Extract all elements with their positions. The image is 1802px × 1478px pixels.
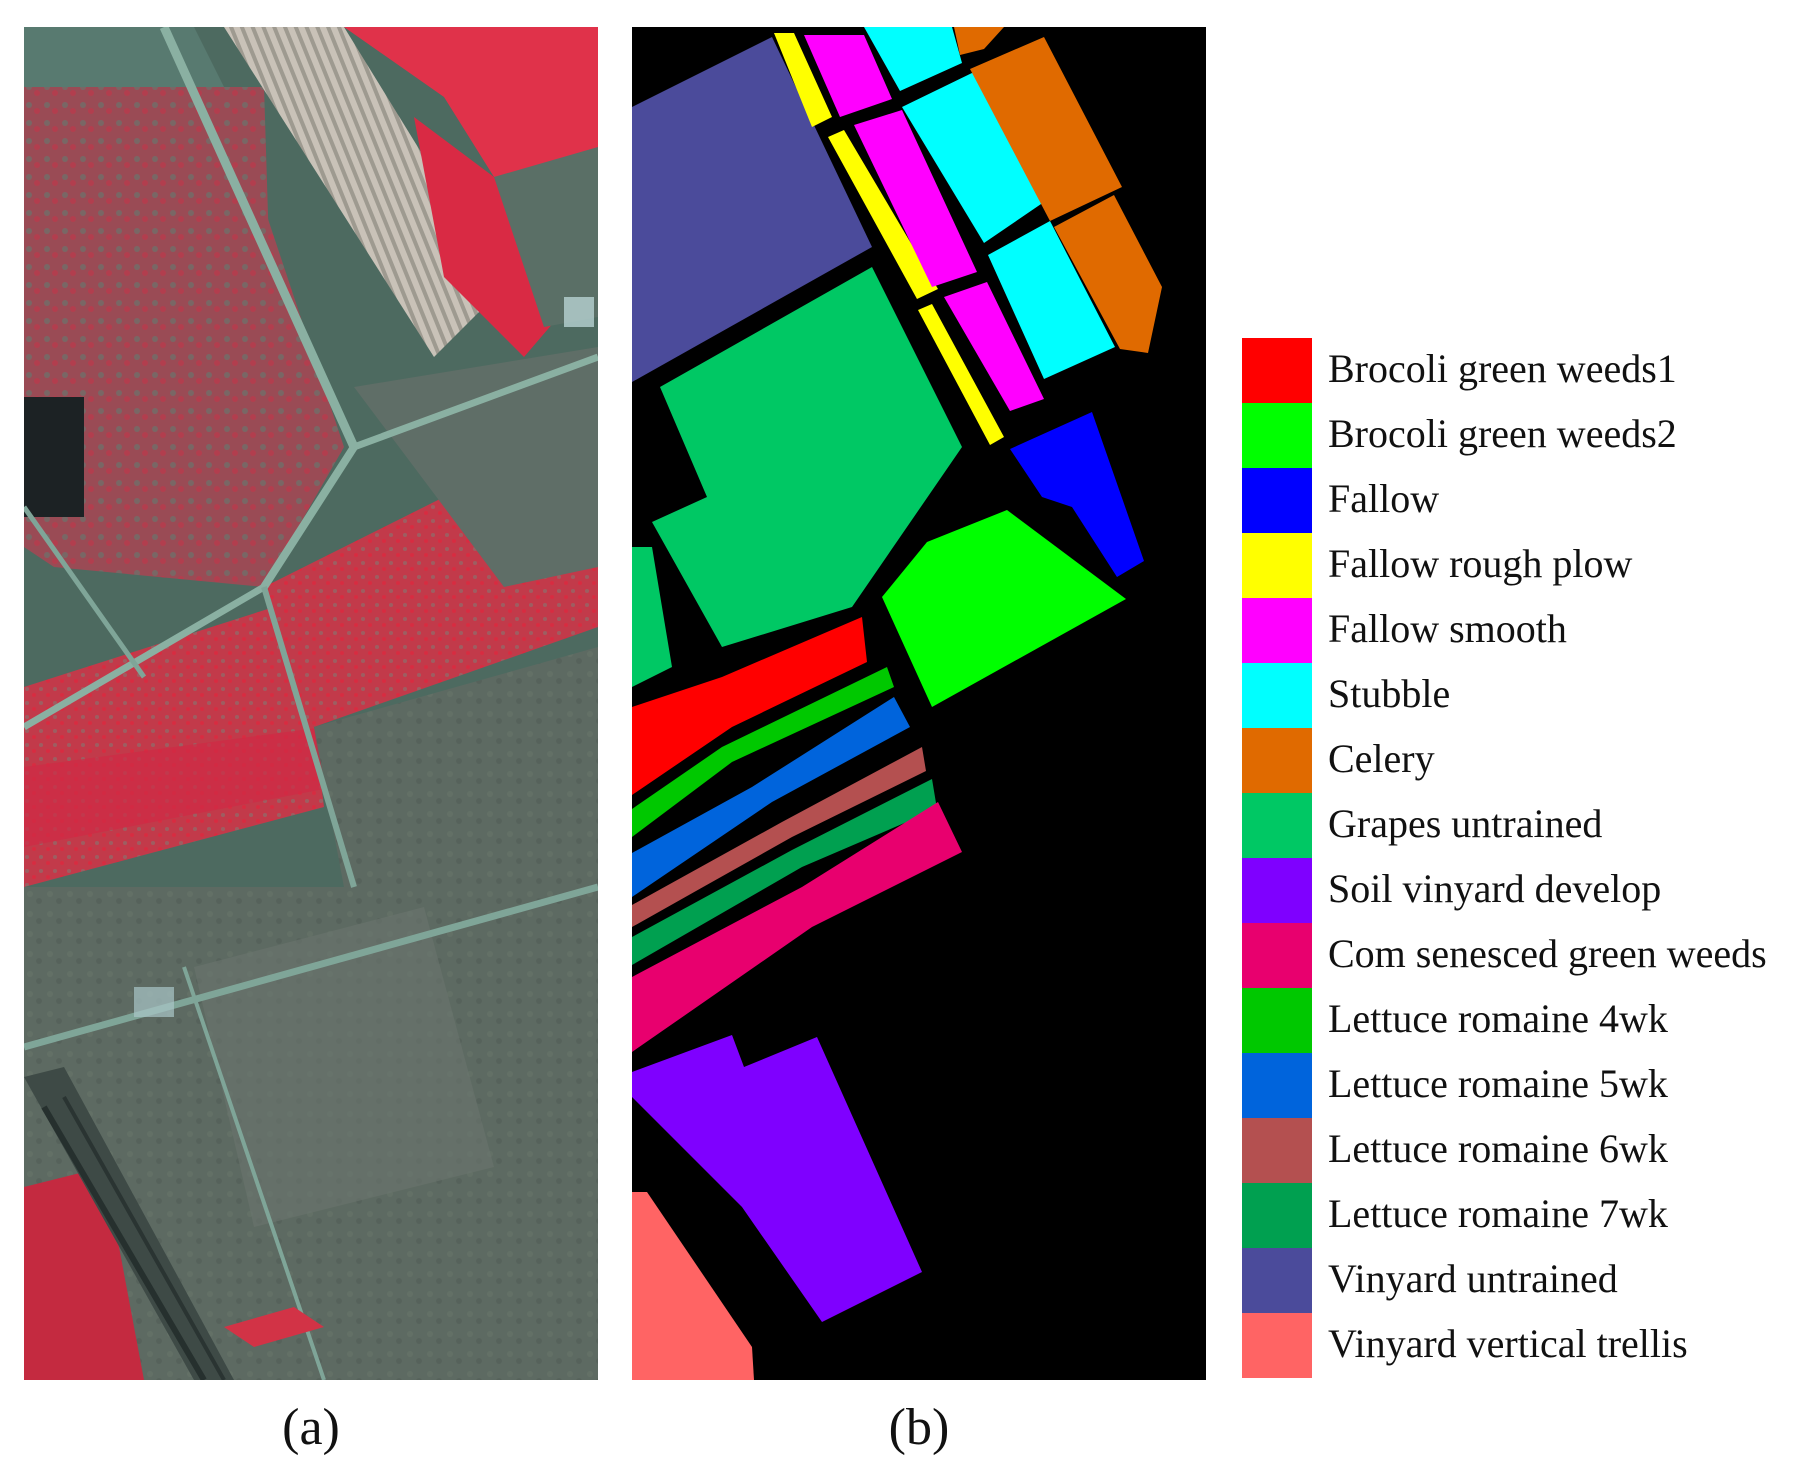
- legend-item: Vinyard untrained: [1242, 1248, 1802, 1313]
- legend-item: Grapes untrained: [1242, 793, 1802, 858]
- legend-item: Stubble: [1242, 663, 1802, 728]
- legend-swatch: [1242, 793, 1312, 858]
- region-com-senesced-green-weeds: [632, 802, 962, 1052]
- region-stubble-2: [902, 72, 1044, 243]
- legend-swatch: [1242, 1248, 1312, 1313]
- legend-item: Fallow: [1242, 468, 1802, 533]
- legend-item: Brocoli green weeds1: [1242, 338, 1802, 403]
- legend-label: Grapes untrained: [1328, 801, 1603, 846]
- legend-label: Fallow smooth: [1328, 606, 1567, 651]
- region-fallow-smooth-2: [854, 110, 977, 287]
- region-fallow: [1010, 412, 1144, 577]
- ground-truth-map: [632, 27, 1206, 1380]
- legend-swatch: [1242, 923, 1312, 988]
- legend-label: Brocoli green weeds1: [1328, 346, 1677, 391]
- legend-label: Soil vinyard develop: [1328, 866, 1662, 911]
- region-stubble-3: [988, 221, 1115, 379]
- ground-truth-map-drawing: [632, 27, 1206, 1380]
- region-lettuce-romaine-6wk: [632, 747, 926, 927]
- region-fallow-rough-plow-2: [828, 130, 938, 299]
- region-celery-2: [970, 37, 1122, 221]
- legend-item: Lettuce romaine 4wk: [1242, 988, 1802, 1053]
- legend-label: Lettuce romaine 6wk: [1328, 1126, 1668, 1171]
- legend-label: Fallow rough plow: [1328, 541, 1633, 586]
- legend-item: Lettuce romaine 6wk: [1242, 1118, 1802, 1183]
- aerial-image-drawing: [24, 27, 598, 1380]
- legend-label: Celery: [1328, 736, 1435, 781]
- legend-item: Lettuce romaine 7wk: [1242, 1183, 1802, 1248]
- region-celery-3: [1054, 195, 1162, 353]
- region-lettuce-romaine-5wk: [632, 697, 910, 897]
- legend-swatch: [1242, 598, 1312, 663]
- legend-label: Fallow: [1328, 476, 1440, 521]
- legend-item: Celery: [1242, 728, 1802, 793]
- aerial-image: [24, 27, 598, 1380]
- legend-item: Lettuce romaine 5wk: [1242, 1053, 1802, 1118]
- legend-label: Brocoli green weeds2: [1328, 411, 1677, 456]
- legend-item: Brocoli green weeds2: [1242, 403, 1802, 468]
- region-grapes-untrained: [652, 267, 962, 647]
- legend-item: Soil vinyard develop: [1242, 858, 1802, 923]
- legend-swatch: [1242, 728, 1312, 793]
- legend-label: Vinyard vertical trellis: [1328, 1321, 1688, 1366]
- legend-item: Vinyard vertical trellis: [1242, 1313, 1802, 1378]
- legend-swatch: [1242, 533, 1312, 598]
- region-stubble-1: [864, 27, 962, 91]
- region-grapes-untrained-2: [632, 547, 672, 687]
- region-fallow-rough-plow-1: [774, 33, 832, 127]
- legend-label: Lettuce romaine 5wk: [1328, 1061, 1668, 1106]
- region-vinyard-vertical-trellis: [632, 1192, 754, 1380]
- legend-label: Lettuce romaine 4wk: [1328, 996, 1668, 1041]
- legend-swatch: [1242, 1053, 1312, 1118]
- region-brocoli-green-weeds2: [882, 510, 1126, 707]
- legend-swatch: [1242, 1313, 1312, 1378]
- region-lettuce-romaine-4wk: [632, 667, 894, 837]
- legend-item: Com senesced green weeds: [1242, 923, 1802, 988]
- caption-a: (a): [282, 1399, 340, 1456]
- legend-item: Fallow smooth: [1242, 598, 1802, 663]
- legend-label: Lettuce romaine 7wk: [1328, 1191, 1668, 1236]
- legend-swatch: [1242, 338, 1312, 403]
- legend-swatch: [1242, 858, 1312, 923]
- legend-swatch: [1242, 468, 1312, 533]
- region-fallow-rough-plow-3: [918, 304, 1004, 445]
- caption-b: (b): [888, 1399, 950, 1456]
- legend-swatch: [1242, 988, 1312, 1053]
- legend-label: Vinyard untrained: [1328, 1256, 1618, 1301]
- region-fallow-smooth-1: [804, 35, 892, 117]
- legend-swatch: [1242, 663, 1312, 728]
- legend-swatch: [1242, 1183, 1312, 1248]
- legend-swatch: [1242, 1118, 1312, 1183]
- legend: Brocoli green weeds1 Brocoli green weeds…: [1242, 338, 1802, 1378]
- region-brocoli-green-weeds1: [632, 617, 867, 795]
- legend-label: Com senesced green weeds: [1328, 931, 1767, 976]
- region-soil-vinyard-develop: [632, 1035, 922, 1322]
- region-fallow-smooth-3: [944, 282, 1044, 411]
- legend-item: Fallow rough plow: [1242, 533, 1802, 598]
- legend-label: Stubble: [1328, 671, 1451, 716]
- legend-swatch: [1242, 403, 1312, 468]
- region-lettuce-romaine-7wk: [632, 779, 937, 965]
- region-celery-1: [954, 27, 1004, 55]
